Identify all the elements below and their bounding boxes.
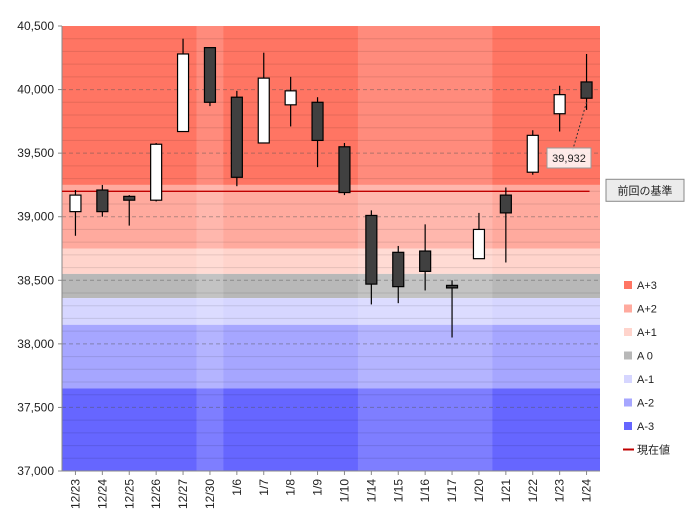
zone-bands xyxy=(62,26,600,471)
x-tick-label: 1/8 xyxy=(284,479,298,496)
zone-band xyxy=(62,298,600,325)
x-tick-label: 1/21 xyxy=(499,479,513,503)
candle-body xyxy=(311,101,324,142)
zone-band xyxy=(62,26,600,185)
zone-band xyxy=(62,273,600,299)
annotations: 39,932 前回の基準 xyxy=(546,102,685,202)
grid-lines xyxy=(62,38,600,459)
x-tick-label: 1/16 xyxy=(418,479,432,503)
legend-label: A+3 xyxy=(637,280,657,292)
candle-body xyxy=(176,53,190,133)
legend-swatch xyxy=(624,351,632,360)
candle-body xyxy=(284,90,297,106)
last-price-pointer xyxy=(572,102,588,151)
legend-label: A+2 xyxy=(637,304,657,316)
x-tick-label: 12/25 xyxy=(122,479,136,509)
y-tick-label: 39,500 xyxy=(17,146,54,160)
candles xyxy=(69,38,593,338)
candle-body xyxy=(203,47,217,103)
x-tick-label: 1/9 xyxy=(311,479,325,496)
candle-body xyxy=(96,189,109,213)
y-tick-label: 38,500 xyxy=(17,273,54,287)
x-tick-label: 12/24 xyxy=(95,479,109,509)
x-tick-label: 12/26 xyxy=(149,479,163,509)
legend-label: 現在値 xyxy=(637,444,670,457)
y-tick-label: 40,500 xyxy=(17,19,54,33)
last-price-label: 39,932 xyxy=(552,153,586,165)
x-tick-label: 1/6 xyxy=(230,479,244,496)
candle-body xyxy=(123,195,136,201)
legend-swatch xyxy=(624,304,632,313)
candle-body xyxy=(419,250,432,272)
legend-label: A-3 xyxy=(637,421,654,433)
last-price-box xyxy=(546,147,592,169)
y-tick-label: 40,000 xyxy=(17,83,54,97)
legend-swatch xyxy=(624,328,632,336)
candle-body xyxy=(580,81,593,99)
y-tick-label: 39,000 xyxy=(17,210,54,224)
x-tick-label: 1/22 xyxy=(526,479,540,503)
x-tick-label: 1/15 xyxy=(391,479,405,503)
candle-body xyxy=(499,194,512,214)
candle-body xyxy=(230,96,243,178)
candle-body xyxy=(553,94,566,115)
legend-swatch xyxy=(624,422,632,430)
y-tick-label: 38,000 xyxy=(17,337,54,351)
legend-label: A-2 xyxy=(637,398,654,410)
candle-body xyxy=(526,134,539,173)
legend-label: A-1 xyxy=(637,374,654,386)
x-tick-label: 12/30 xyxy=(203,479,217,509)
legend-swatch xyxy=(624,281,632,289)
zone-band xyxy=(62,324,600,389)
x-tick-label: 1/17 xyxy=(445,479,459,503)
candle-body xyxy=(445,284,459,289)
candle-body xyxy=(472,228,486,260)
axes: 37,000 37,500 38,000 38,500 39,000 39,500 40,0… xyxy=(17,19,600,509)
legend-label: A+1 xyxy=(637,327,657,339)
zone-band xyxy=(62,388,600,471)
reference-label-box xyxy=(605,178,685,202)
x-tick-label: 1/10 xyxy=(337,479,351,503)
candle-body xyxy=(150,143,163,201)
candle-body xyxy=(257,77,270,144)
legend-swatch xyxy=(624,375,632,383)
x-tick-label: 1/20 xyxy=(472,479,486,503)
legend-swatch xyxy=(624,398,632,407)
y-tick-label: 37,500 xyxy=(17,400,54,414)
y-tick-label: 37,000 xyxy=(17,464,54,478)
x-tick-label: 1/7 xyxy=(257,479,271,496)
reference-label: 前回の基準 xyxy=(618,183,673,197)
candle-body xyxy=(365,214,378,285)
x-tick-label: 1/24 xyxy=(580,479,594,503)
legend: A+3 A+2 A+1 A 0 A-1 A-2 A-3 現在値 xyxy=(623,280,670,457)
x-tick-label: 12/27 xyxy=(176,479,190,509)
x-tick-label: 1/23 xyxy=(553,479,567,503)
x-tick-label: 12/23 xyxy=(68,479,82,509)
x-tick-label: 1/14 xyxy=(364,479,378,503)
candle-body xyxy=(392,251,405,288)
legend-label: A 0 xyxy=(637,351,653,363)
candle-body xyxy=(69,194,82,213)
zone-band xyxy=(62,248,600,274)
candle-body xyxy=(338,146,351,194)
